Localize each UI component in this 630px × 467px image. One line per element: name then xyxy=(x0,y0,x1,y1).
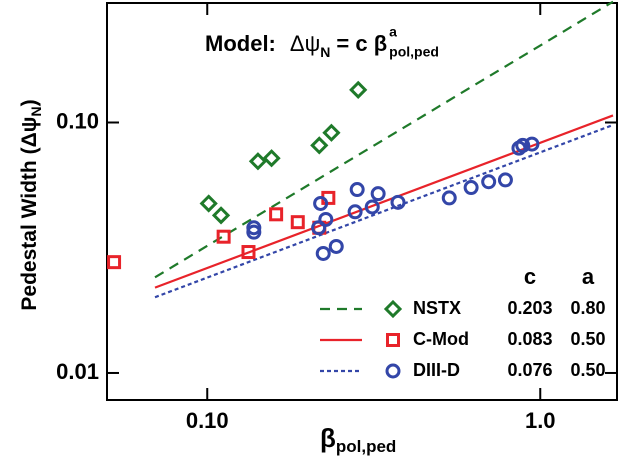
data-point xyxy=(515,137,531,153)
y-label-sub: N xyxy=(28,106,44,116)
data-point xyxy=(524,136,540,152)
legend-column-header: a xyxy=(582,264,595,289)
data-point xyxy=(107,255,122,270)
x-label-sub: pol,ped xyxy=(336,437,396,456)
legend-label: C-Mod xyxy=(413,329,469,349)
title-lead: Model: xyxy=(205,31,276,56)
legend-c: 0.203 xyxy=(507,298,552,318)
legend-label: DIII-D xyxy=(413,360,460,380)
legend-column-header: c xyxy=(524,264,536,289)
data-point xyxy=(463,180,479,196)
title-symbol-sub: N xyxy=(320,44,330,60)
data-point xyxy=(246,220,262,236)
data-point xyxy=(441,190,457,206)
x-label-symbol: β xyxy=(320,423,336,453)
fit-line xyxy=(154,123,614,299)
data-point xyxy=(322,123,341,142)
legend-marker xyxy=(385,363,401,379)
data-point xyxy=(328,238,344,254)
data-point xyxy=(347,204,363,220)
data-point xyxy=(211,206,231,225)
legend-marker xyxy=(383,299,403,319)
legend-c: 0.083 xyxy=(507,329,552,349)
legend-c: 0.076 xyxy=(507,360,552,380)
data-point xyxy=(349,182,365,198)
data-point xyxy=(390,194,406,210)
chart-title: Model: ΔψN = c β xyxy=(205,31,387,60)
data-point xyxy=(290,215,305,230)
legend-a: 0.50 xyxy=(570,360,605,380)
data-point xyxy=(216,229,231,244)
data-point xyxy=(310,136,329,155)
title-middle: = c β xyxy=(336,31,387,56)
data-point xyxy=(241,245,256,260)
legend-label: NSTX xyxy=(413,298,461,318)
data-point xyxy=(364,199,380,215)
data-point xyxy=(248,152,268,171)
data-point xyxy=(318,211,334,227)
data-point xyxy=(311,220,327,236)
fit-line xyxy=(154,0,614,279)
legend-a: 0.50 xyxy=(570,329,605,349)
y-tick-label: 0.10 xyxy=(56,108,99,133)
data-point xyxy=(262,149,281,168)
x-tick-label: 0.10 xyxy=(186,408,229,433)
title-symbol: Δψ xyxy=(290,31,320,56)
title-sub: pol,ped xyxy=(389,44,439,60)
x-tick-label: 1.0 xyxy=(525,408,556,433)
y-label-text: Pedestal Width (Δψ xyxy=(18,117,41,311)
fit-line xyxy=(154,114,614,289)
y-tick-label: 0.01 xyxy=(56,359,99,384)
data-point xyxy=(481,174,497,190)
data-point xyxy=(315,245,331,261)
legend-marker xyxy=(386,333,400,347)
title-sup: a xyxy=(389,24,397,40)
data-point xyxy=(313,195,329,211)
data-point xyxy=(370,186,386,202)
data-point xyxy=(269,207,284,222)
x-axis-label: βpol,ped xyxy=(320,423,396,457)
legend-a: 0.80 xyxy=(570,298,605,318)
data-point xyxy=(349,80,368,99)
y-label-close: ) xyxy=(18,99,41,106)
data-point xyxy=(497,172,513,188)
data-point xyxy=(199,194,218,213)
plot-frame xyxy=(106,2,618,401)
y-axis-label: Pedestal Width (ΔψN) xyxy=(18,99,44,310)
